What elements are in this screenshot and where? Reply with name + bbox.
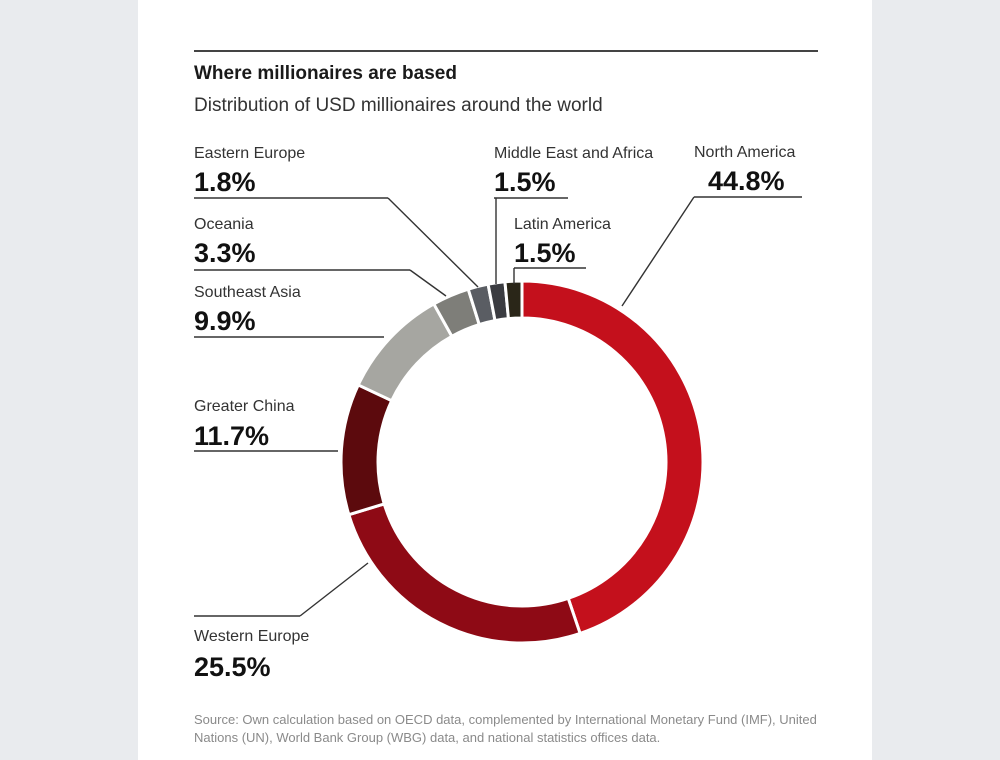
label-name-western-europe: Western Europe — [194, 628, 309, 645]
source-note: Source: Own calculation based on OECD da… — [194, 712, 817, 745]
label-value-middle-east-and-africa: 1.5% — [494, 167, 556, 197]
slice-western-europe — [347, 502, 582, 645]
label-value-oceania: 3.3% — [194, 238, 256, 268]
slice-north-america — [520, 279, 705, 635]
label-value-latin-america: 1.5% — [514, 238, 576, 268]
top-rule — [194, 50, 818, 52]
label-name-north-america: North America — [694, 144, 795, 161]
leader-line-western-europe — [299, 562, 369, 617]
label-value-western-europe: 25.5% — [194, 652, 271, 682]
label-name-oceania: Oceania — [194, 216, 254, 233]
slice-latin-america — [503, 279, 524, 321]
label-value-eastern-europe: 1.8% — [194, 167, 256, 197]
label-name-southeast-asia: Southeast Asia — [194, 284, 301, 301]
slice-labels: North America 44.8% Western Europe 25.5% Gre… — [194, 144, 795, 682]
slice-southeast-asia — [356, 302, 454, 403]
leader-line-eastern-europe — [387, 197, 479, 288]
chart-title: Where millionaires are based — [194, 63, 457, 84]
leader-lines — [194, 196, 802, 617]
label-name-greater-china: Greater China — [194, 398, 295, 415]
label-value-greater-china: 11.7% — [194, 421, 269, 451]
label-value-southeast-asia: 9.9% — [194, 306, 256, 336]
label-name-middle-east-and-africa: Middle East and Africa — [494, 145, 653, 162]
slice-greater-china — [339, 383, 394, 517]
leader-line-north-america — [621, 196, 695, 307]
chart-subtitle: Distribution of USD millionaires around … — [194, 95, 603, 116]
label-name-latin-america: Latin America — [514, 216, 611, 233]
label-value-north-america: 44.8% — [708, 166, 785, 196]
leader-line-oceania — [409, 269, 447, 297]
donut-slices — [339, 279, 705, 645]
label-name-eastern-europe: Eastern Europe — [194, 145, 305, 162]
